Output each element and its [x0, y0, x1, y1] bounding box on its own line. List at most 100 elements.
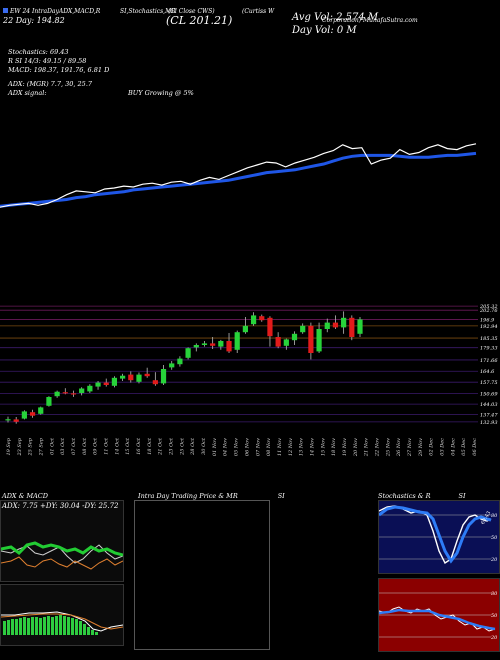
candle [152, 372, 158, 386]
candle-body [169, 363, 175, 368]
stoch-level-label: 50 [491, 535, 498, 541]
date-label: 15 Nov [320, 438, 326, 456]
date-label: 25 Sep [28, 437, 34, 456]
candle [21, 410, 27, 420]
date-label: 18 Nov [331, 438, 337, 456]
date-label: 18 Oct [147, 437, 153, 455]
price-level-label: 132.93 [480, 420, 498, 426]
blue-square-icon [3, 8, 8, 13]
candle [332, 315, 339, 329]
date-label: 27 Sep [39, 437, 45, 456]
candle [267, 316, 273, 347]
header-left-bottom: SI,Stochastics,MR [120, 8, 176, 15]
candle-body [54, 391, 60, 397]
candle [259, 314, 265, 322]
stochastics-readout: Stochastics: 69.43 [8, 48, 69, 56]
candle [324, 318, 330, 333]
date-label: 29 Nov [418, 438, 424, 457]
candle-body [38, 407, 44, 414]
price-level-label: 144.03 [480, 402, 498, 408]
candle [226, 333, 232, 353]
candle [79, 387, 85, 396]
rsi-line [379, 606, 496, 632]
candle-body [210, 343, 216, 346]
adx-values: ADX: 7.75 +DY: 30.04 -DY: 25.72 [2, 502, 119, 510]
date-label: 13 Nov [299, 438, 305, 456]
date-label: 26 Nov [396, 438, 402, 457]
candle-body [62, 392, 68, 394]
candle [250, 312, 257, 326]
date-label: 28 Oct [190, 437, 196, 456]
candle [283, 338, 289, 350]
buy-signal: BUY Growing @ 5% [128, 89, 194, 97]
candle [177, 356, 183, 367]
date-label: 08 Nov [266, 438, 272, 456]
candle [54, 390, 60, 398]
date-label: 05 Nov [234, 438, 240, 456]
date-label: 03 Oct [60, 437, 66, 455]
date-labels-group: 19 Sep 23 Sep 25 Sep 27 Sep 01 Oct 03 Oct 07 O… [6, 437, 478, 457]
candle-body [275, 337, 281, 347]
date-label: 19 Nov [342, 438, 348, 456]
price-level-lines [0, 305, 478, 423]
avg-vol: Avg Vol: 2.574 M [292, 12, 379, 23]
rsi-smooth-line [379, 608, 496, 631]
date-label: 12 Nov [288, 438, 294, 456]
close-box: 22 Day: 194.82 [3, 16, 65, 25]
candle-body [267, 317, 273, 337]
date-label: 05 Dec [461, 438, 467, 456]
candle-body [193, 345, 199, 348]
stoch-panel-title: Stochastics & R SI [378, 492, 466, 500]
candle-body [201, 343, 208, 345]
candle [136, 372, 142, 384]
price-level-label: 137.47 [480, 413, 498, 419]
candle-body [349, 317, 355, 337]
average-line [0, 151, 477, 208]
date-label: 20 Nov [353, 438, 359, 457]
price-level-label: 179.33 [480, 346, 498, 352]
date-label: 23 Oct [169, 437, 175, 456]
rsi-level-label: 80 [491, 591, 498, 597]
date-label: 16 Oct [136, 437, 142, 455]
candle-body [226, 341, 232, 352]
price-level-label: 164.6 [480, 369, 495, 375]
candle [210, 337, 216, 349]
candle-body [79, 388, 85, 393]
rsi-level-label: 50 [491, 613, 498, 619]
candle [70, 390, 77, 397]
date-label: 02 Dec [429, 438, 435, 456]
candle-body [46, 397, 52, 406]
adx-panel-title: ADX & MACD [2, 492, 48, 500]
date-label: 14 Oct [114, 437, 120, 455]
adx-panel: ADX: 7.75 +DY: 30.04 -DY: 25.72 [0, 500, 124, 582]
candle [185, 347, 191, 360]
macd-panel [0, 584, 124, 646]
date-label: 01 Oct [49, 437, 55, 455]
candle-body [103, 382, 109, 385]
candle [308, 322, 314, 360]
candle-body [357, 319, 363, 334]
date-label: 14 Nov [309, 438, 315, 456]
candle-body [21, 411, 27, 419]
candle-body [5, 419, 11, 421]
candle-body [291, 333, 298, 341]
date-label: 08 Oct [82, 437, 88, 455]
candle-body [13, 419, 19, 422]
header-left-top: EW 24 IntraDayADX,MACD,R [3, 8, 100, 15]
candle-body [234, 332, 240, 350]
candle [275, 332, 281, 349]
header-company: (Curtiss W [242, 8, 275, 15]
price-level-label: 196.9 [480, 318, 495, 324]
candle [144, 367, 150, 378]
date-label: 21 Nov [364, 438, 370, 457]
candle [316, 322, 322, 353]
candle [349, 315, 355, 341]
candle-body [87, 385, 93, 392]
price-level-label: 202.76 [479, 308, 498, 314]
rsi-level-lines: 80 50 20 [379, 591, 498, 641]
candle [218, 339, 224, 350]
candle [62, 388, 68, 395]
candle-body [316, 329, 322, 352]
candle [193, 343, 199, 352]
